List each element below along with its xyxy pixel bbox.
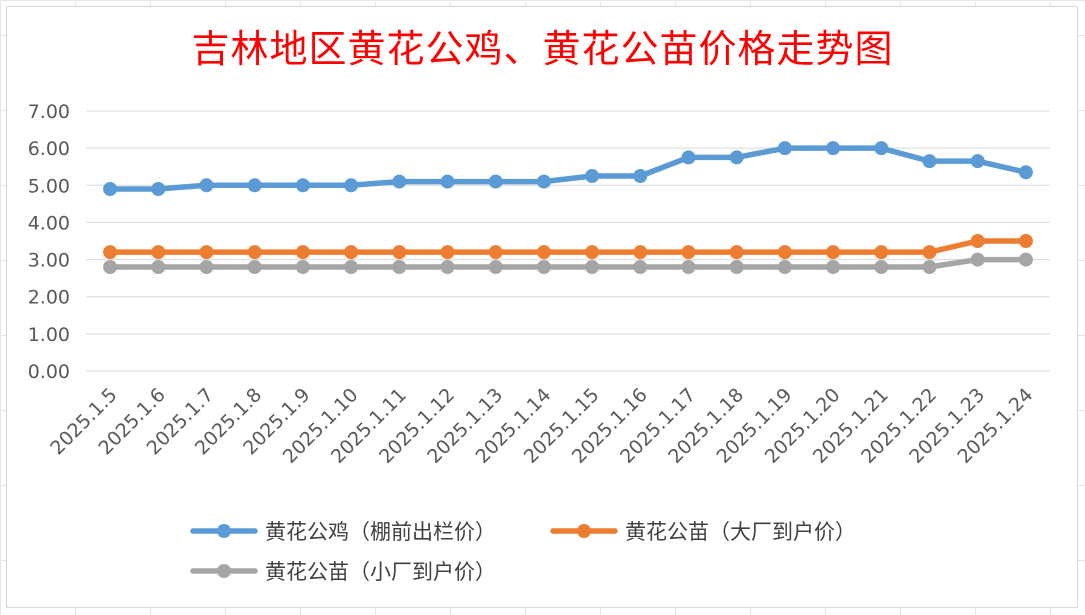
- data-point: [777, 260, 792, 274]
- y-axis-tick-labels: 0.00 1.00 2.00 3.00 4.00 5.00 6.00 7.00: [28, 101, 70, 383]
- data-point: [729, 260, 744, 274]
- data-point: [681, 260, 696, 274]
- data-point: [970, 252, 985, 267]
- data-point: [826, 260, 841, 274]
- data-point: [151, 260, 166, 274]
- data-point: [440, 260, 455, 274]
- data-point: [103, 182, 118, 196]
- data-point: [585, 260, 600, 274]
- y-tick-label: 6.00: [28, 138, 70, 160]
- legend-swatch-marker: [577, 524, 591, 538]
- data-point: [633, 245, 648, 260]
- data-point: [295, 245, 310, 260]
- data-point: [922, 154, 937, 169]
- y-tick-label: 2.00: [28, 287, 70, 309]
- data-point: [295, 178, 310, 193]
- data-point: [874, 141, 889, 156]
- legend-item: 黄花公苗（小厂到户价）: [190, 560, 496, 584]
- data-point: [392, 174, 407, 189]
- data-point: [777, 141, 792, 156]
- series-1: [103, 141, 1033, 196]
- data-point: [488, 260, 503, 274]
- chart-area[interactable]: [6, 6, 1078, 608]
- chart-title: 吉林地区黄花公鸡、黄花公苗价格走势图: [191, 27, 894, 71]
- data-point: [536, 260, 551, 274]
- data-point: [344, 245, 359, 260]
- data-point: [536, 245, 551, 260]
- series-line: [107, 145, 1029, 192]
- legend-label: 黄花公苗（小厂到户价）: [265, 560, 496, 584]
- data-point: [344, 178, 359, 193]
- data-point: [681, 150, 696, 165]
- data-point: [777, 245, 792, 260]
- y-tick-label: 0.00: [28, 361, 70, 383]
- gridlines: [86, 110, 1050, 372]
- y-tick-label: 5.00: [28, 175, 70, 197]
- data-point: [392, 245, 407, 260]
- data-point: [922, 260, 937, 274]
- legend-item: 黄花公苗（大厂到户价）: [550, 520, 856, 544]
- data-point: [488, 245, 503, 260]
- data-point: [199, 245, 214, 260]
- y-tick-label: 4.00: [28, 212, 70, 234]
- data-point: [874, 245, 889, 260]
- data-point: [344, 260, 359, 274]
- data-point: [440, 174, 455, 189]
- data-point: [488, 174, 503, 189]
- y-tick-label: 7.00: [28, 101, 70, 123]
- series-lines: [103, 141, 1033, 274]
- legend-swatch-marker: [217, 524, 231, 538]
- legend-swatch-marker: [217, 564, 231, 578]
- data-point: [970, 234, 985, 248]
- data-point: [970, 154, 985, 169]
- data-point: [103, 245, 118, 260]
- data-point: [633, 169, 648, 183]
- series-2: [103, 234, 1033, 260]
- data-point: [199, 260, 214, 274]
- series-line: [107, 256, 1029, 270]
- y-tick-label: 3.00: [28, 250, 70, 272]
- series-3: [103, 252, 1033, 274]
- data-point: [103, 260, 118, 274]
- data-point: [874, 260, 889, 274]
- data-point: [151, 245, 166, 260]
- data-point: [199, 178, 214, 193]
- data-point: [247, 245, 262, 260]
- data-point: [826, 141, 841, 156]
- data-point: [729, 150, 744, 165]
- legend-label: 黄花公苗（大厂到户价）: [625, 520, 856, 544]
- data-point: [151, 182, 166, 196]
- data-point: [440, 245, 455, 260]
- data-point: [681, 245, 696, 260]
- data-point: [536, 174, 551, 189]
- x-axis-tick-labels: 2025.1.52025.1.62025.1.72025.1.82025.1.9…: [46, 384, 1037, 468]
- legend: 黄花公鸡（棚前出栏价） 黄花公苗（大厂到户价） 黄花公苗（小厂到户价）: [190, 520, 856, 584]
- y-tick-label: 1.00: [28, 324, 70, 346]
- data-point: [585, 245, 600, 260]
- data-point: [1018, 252, 1033, 267]
- data-point: [922, 245, 937, 260]
- data-point: [633, 260, 648, 274]
- data-point: [295, 260, 310, 274]
- series-line: [107, 238, 1029, 255]
- data-point: [247, 260, 262, 274]
- data-point: [392, 260, 407, 274]
- data-point: [729, 245, 744, 260]
- data-point: [247, 178, 262, 193]
- data-point: [826, 245, 841, 260]
- data-point: [1018, 234, 1033, 248]
- data-point: [1018, 165, 1033, 180]
- legend-item: 黄花公鸡（棚前出栏价）: [190, 520, 496, 544]
- legend-label: 黄花公鸡（棚前出栏价）: [265, 520, 496, 544]
- data-point: [585, 169, 600, 183]
